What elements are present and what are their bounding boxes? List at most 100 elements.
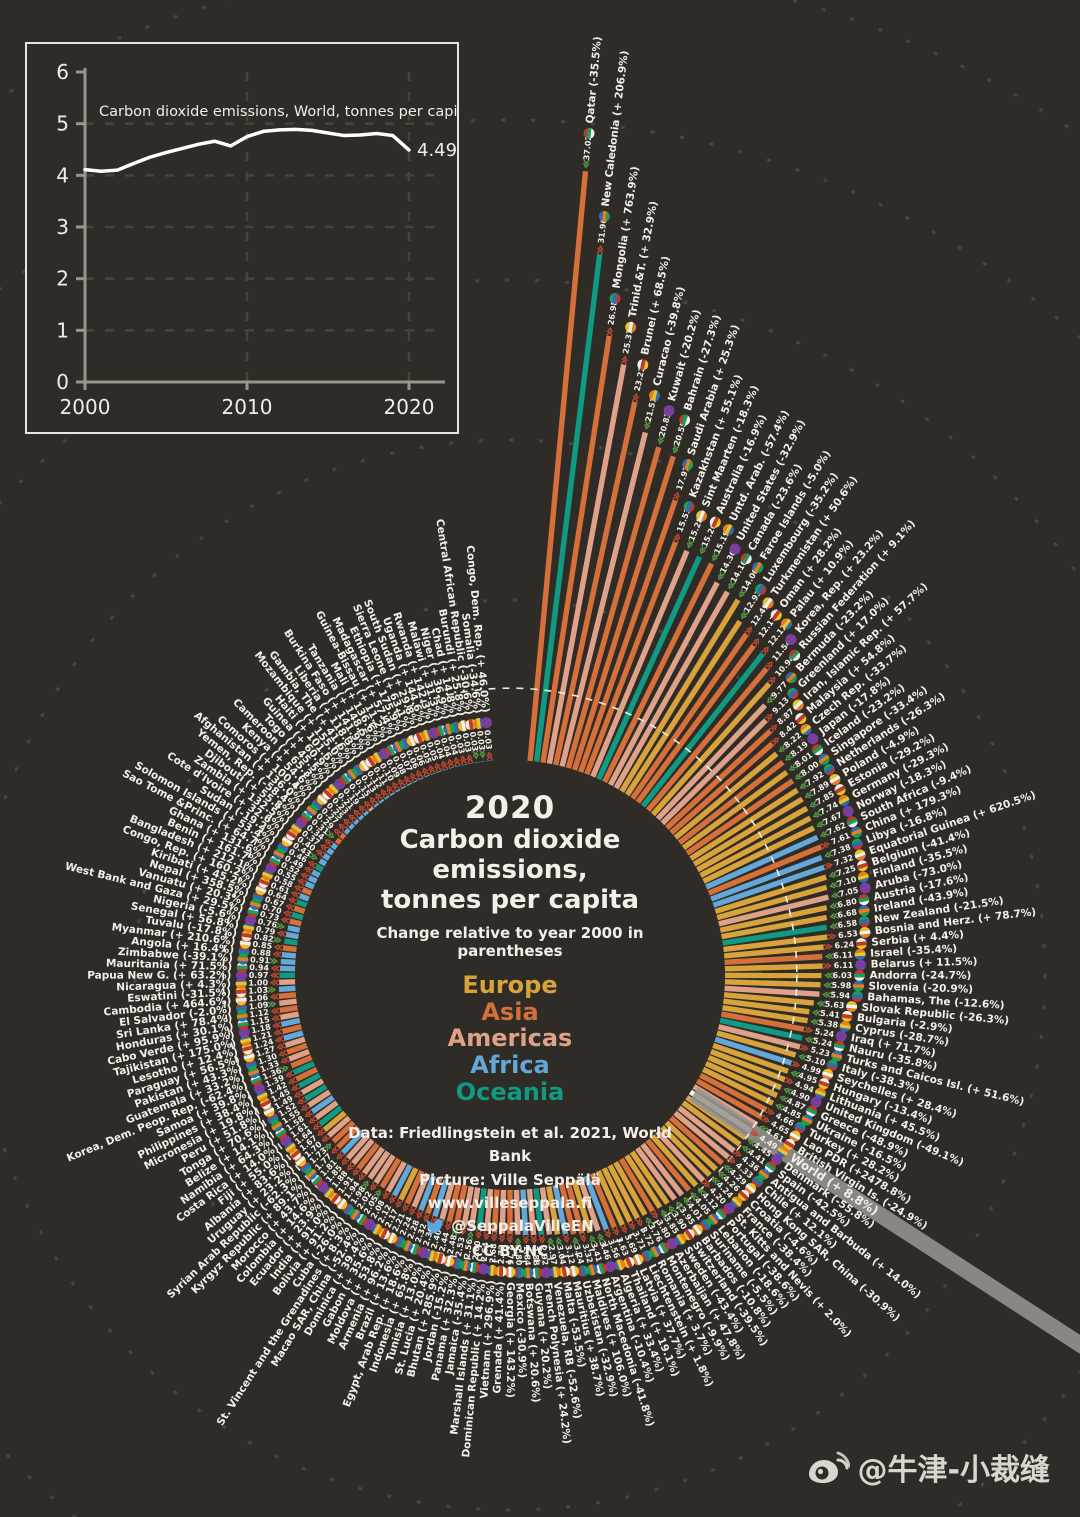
- country-bar: [368, 806, 375, 812]
- country-bar: [280, 958, 296, 966]
- country-bar: [699, 815, 812, 878]
- country-bar: [571, 1179, 593, 1234]
- change-arrow-icon: [668, 1205, 677, 1215]
- country-bar: [624, 1154, 663, 1209]
- country-bar: [558, 1183, 577, 1235]
- country-bar: [373, 802, 380, 808]
- change-arrow-icon: [726, 1155, 736, 1164]
- country-bar: [284, 938, 298, 946]
- country-bar: [723, 934, 828, 953]
- y-tick-label: 1: [56, 318, 69, 342]
- change-arrow-icon: [572, 1236, 580, 1247]
- change-arrow-icon: [775, 1103, 785, 1112]
- change-arrow-icon: [779, 1095, 789, 1103]
- country-bar: [296, 899, 308, 908]
- change-arrow-icon: [506, 1234, 514, 1244]
- country-bar: [343, 827, 351, 835]
- country-value: 3.12: [563, 1244, 576, 1265]
- country-bar: [307, 875, 318, 884]
- country-bar: [673, 751, 779, 840]
- change-arrow-icon: [739, 588, 747, 598]
- country-bar: [418, 1175, 437, 1212]
- country-bar: [400, 785, 407, 790]
- country-bar: [635, 643, 756, 804]
- country-bar: [285, 931, 299, 940]
- change-arrow-icon: [690, 1192, 699, 1201]
- country-value: 2.53: [454, 1236, 466, 1257]
- country-bar: [290, 1055, 313, 1069]
- world-emissions-line: [83, 127, 411, 173]
- country-bar: [406, 782, 412, 787]
- country-bar: [659, 1125, 712, 1178]
- country-value: 5.98: [831, 981, 851, 991]
- change-arrow-icon: [389, 1194, 397, 1204]
- change-arrow-icon: [823, 981, 833, 989]
- country-bar: [363, 810, 370, 817]
- country-bar: [724, 963, 823, 972]
- y-tick-label: 4: [56, 163, 69, 187]
- country-bar: [720, 1011, 805, 1032]
- country-bar: [379, 1157, 402, 1189]
- country-bar: [311, 869, 321, 878]
- line-end-value: 4.49: [417, 140, 457, 161]
- world-average-ring: [222, 687, 798, 1263]
- change-arrow-icon: [409, 1206, 417, 1216]
- country-bar: [404, 1169, 425, 1205]
- change-arrow-icon: [764, 713, 773, 722]
- country-value: 0.03: [482, 729, 493, 750]
- country-bar: [645, 1138, 692, 1192]
- country-bar: [304, 881, 315, 890]
- country-bar: [721, 914, 828, 940]
- country-bar: [677, 1105, 736, 1153]
- country-bar: [291, 912, 304, 921]
- country-bar: [425, 1177, 443, 1215]
- country-value: 2.80: [514, 1246, 524, 1266]
- change-arrow-icon: [803, 1026, 814, 1034]
- country-value: 6.53: [838, 929, 859, 940]
- country-value: 2.76: [506, 1245, 515, 1265]
- country-bar: [624, 619, 743, 797]
- country-bar: [584, 541, 679, 776]
- change-arrow-icon: [824, 952, 835, 960]
- change-arrow-icon: [619, 1224, 628, 1234]
- change-arrow-icon: [686, 539, 695, 549]
- country-value: 5.24: [814, 1027, 835, 1040]
- country-bar: [640, 1142, 685, 1197]
- country-bar: [669, 741, 775, 835]
- change-arrow-icon: [829, 912, 839, 920]
- change-arrow-icon: [701, 1179, 710, 1188]
- country-bar: [702, 825, 816, 884]
- country-bar: [707, 844, 823, 896]
- change-arrow-icon: [823, 862, 833, 870]
- change-arrow-icon: [827, 933, 837, 941]
- country-bar: [297, 1072, 321, 1089]
- change-arrow-icon: [812, 1009, 822, 1017]
- country-value: 2.88: [530, 1246, 541, 1267]
- country-bar: [655, 703, 768, 821]
- country-bar: [719, 1017, 803, 1041]
- change-arrow-icon: [646, 1217, 654, 1227]
- country-bar: [723, 992, 815, 1006]
- country-bar: [705, 834, 819, 890]
- change-arrow-icon: [799, 1043, 809, 1052]
- country-bar: [280, 1017, 301, 1028]
- country-bar: [681, 1100, 742, 1147]
- country-bar: [461, 1185, 474, 1227]
- country-bar: [601, 1167, 633, 1223]
- country-bar: [279, 1011, 300, 1021]
- country-bar: [673, 1110, 730, 1160]
- change-arrow-icon: [606, 326, 614, 337]
- country-bar: [723, 998, 810, 1015]
- country-bar: [716, 884, 828, 921]
- country-bar: [331, 1120, 356, 1144]
- country-bar: [398, 1167, 419, 1201]
- country-value: 37.02: [582, 135, 593, 161]
- country-bar: [279, 1004, 298, 1014]
- country-bar: [284, 1036, 306, 1048]
- y-tick-label: 0: [56, 370, 69, 394]
- country-bar: [378, 798, 385, 804]
- country-bar: [298, 893, 310, 902]
- country-bar: [339, 832, 347, 840]
